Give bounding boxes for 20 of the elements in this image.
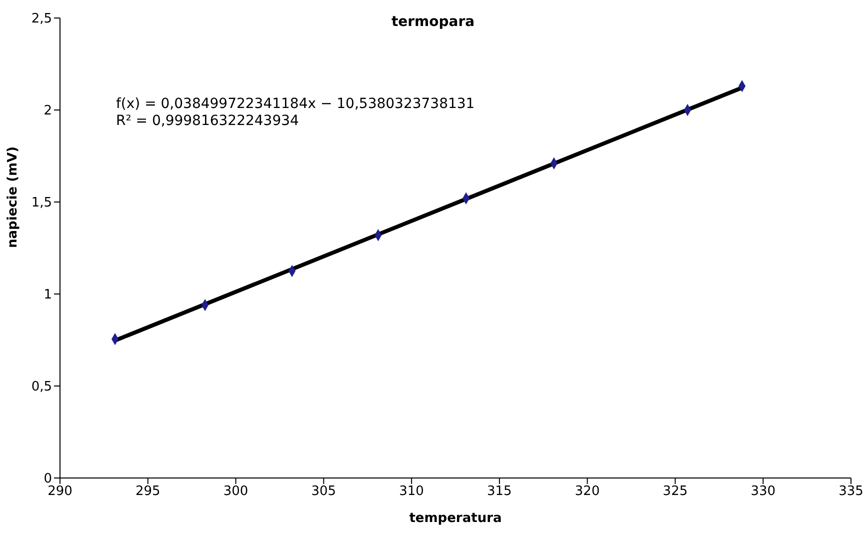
x-tick-label: 300 <box>223 484 248 500</box>
y-tick-label: 2 <box>44 104 52 119</box>
x-axis-title: temperatura <box>409 511 502 526</box>
x-tick-label: 305 <box>311 484 336 500</box>
annotation: f(x) = 0,038499722341184x − 10,5380323738131 <box>116 96 475 112</box>
x-tick-label: 325 <box>662 484 688 500</box>
y-tick-label: 2,5 <box>31 12 52 27</box>
x-tick-label: 335 <box>838 484 864 500</box>
x-tick-label: 315 <box>487 484 512 500</box>
y-axis-title: napiecie (mV) <box>6 146 21 248</box>
x-tick-label: 310 <box>399 484 424 500</box>
x-tick-label: 320 <box>574 484 600 500</box>
y-tick-label: 1,5 <box>31 196 52 211</box>
y-tick-label: 0,5 <box>31 380 52 395</box>
x-tick-label: 290 <box>48 484 72 500</box>
annotation: R² = 0,999816322243934 <box>116 113 299 129</box>
x-tick-label: 330 <box>750 484 776 500</box>
chart-title: termopara <box>391 14 475 30</box>
y-tick-label: 1 <box>44 288 52 303</box>
x-tick-label: 295 <box>135 484 160 500</box>
